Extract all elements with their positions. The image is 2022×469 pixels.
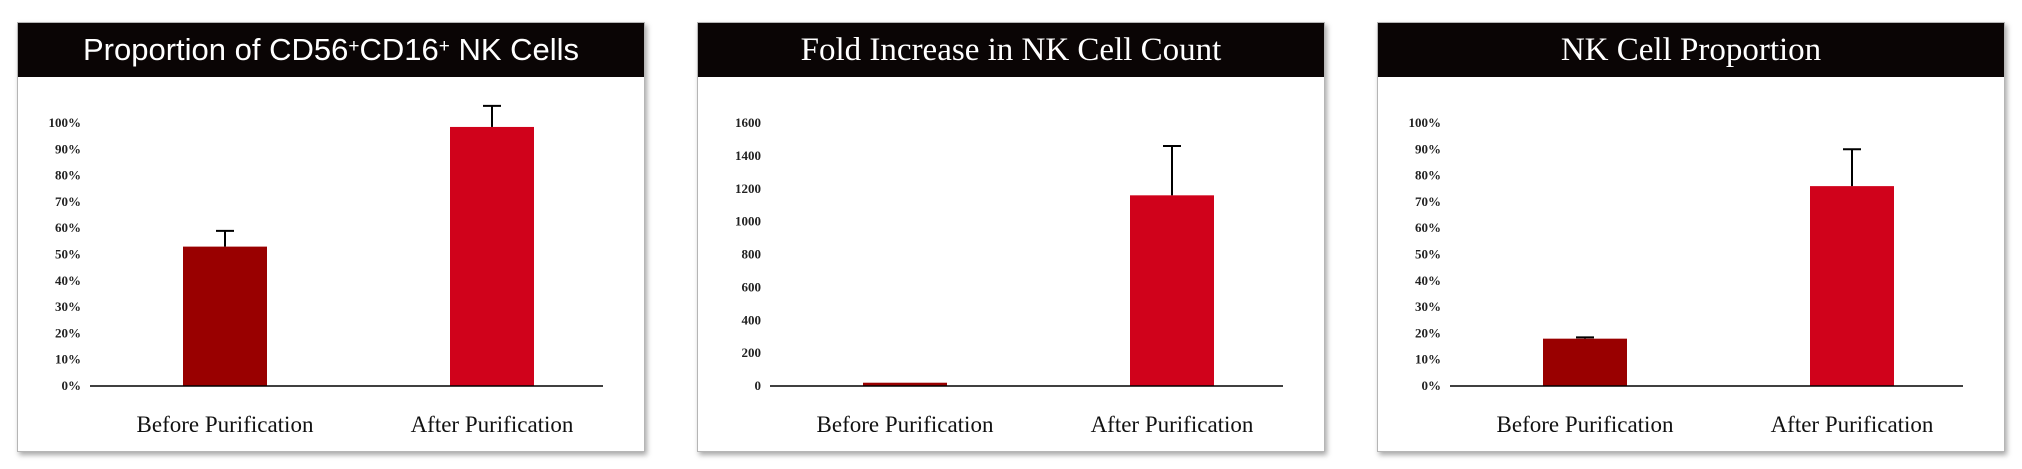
x-category-label: Before Purification bbox=[817, 412, 994, 437]
x-category-label: After Purification bbox=[411, 412, 574, 437]
y-tick-label: 50% bbox=[55, 247, 81, 262]
y-tick-label: 20% bbox=[1415, 325, 1441, 340]
y-tick-label: 1600 bbox=[735, 115, 761, 130]
y-tick-label: 0% bbox=[1422, 378, 1442, 393]
chart-panel-nk-proportion: NK Cell Proportion 0% 10% 20% 30% 40% 50% 60% 7… bbox=[1377, 22, 2005, 452]
y-tick-label: 30% bbox=[1415, 299, 1441, 314]
chart-title: Proportion of CD56 + CD16 + NK Cells bbox=[18, 23, 644, 77]
bar-chart-fold-increase: 0 200 400 600 800 1000 1200 1400 1600 Before Puri… bbox=[735, 115, 1283, 437]
title-prefix: Proportion of CD56 bbox=[82, 32, 349, 67]
y-tick-label: 20% bbox=[55, 325, 81, 340]
bar bbox=[450, 126, 534, 386]
y-tick-label: 80% bbox=[55, 168, 81, 183]
x-category-label: Before Purification bbox=[1497, 412, 1674, 437]
y-tick-label: 80% bbox=[1415, 168, 1441, 183]
title-suffix: NK Cells bbox=[449, 32, 580, 67]
y-tick-label: 800 bbox=[742, 247, 762, 262]
bar bbox=[1810, 186, 1894, 386]
y-tick-label: 90% bbox=[1415, 141, 1441, 156]
bar bbox=[863, 382, 947, 386]
y-tick-label: 40% bbox=[1415, 273, 1441, 288]
y-tick-label: 200 bbox=[742, 345, 762, 360]
y-tick-label: 1200 bbox=[735, 181, 761, 196]
y-tick-label: 40% bbox=[55, 273, 81, 288]
y-tick-label: 0% bbox=[62, 378, 82, 393]
bar bbox=[183, 246, 267, 386]
y-tick-label: 60% bbox=[1415, 220, 1441, 235]
y-tick-label: 90% bbox=[55, 141, 81, 156]
y-tick-label: 10% bbox=[1415, 352, 1441, 367]
y-tick-label: 70% bbox=[55, 194, 81, 209]
bar-chart-cd56-cd16: 0% 10% 20% 30% 40% 50% 60% 70% 80% 90% 100% Before … bbox=[49, 104, 603, 437]
y-tick-label: 30% bbox=[55, 299, 81, 314]
title-mid: CD16 bbox=[359, 32, 439, 67]
y-tick-label: 100% bbox=[1409, 115, 1442, 130]
x-category-label: Before Purification bbox=[137, 412, 314, 437]
y-tick-label: 50% bbox=[1415, 247, 1441, 262]
y-tick-label: 60% bbox=[55, 220, 81, 235]
x-category-label: After Purification bbox=[1091, 412, 1254, 437]
bar bbox=[1130, 195, 1214, 386]
x-category-label: After Purification bbox=[1771, 412, 1934, 437]
chart-title: NK Cell Proportion bbox=[1378, 23, 2004, 77]
bar-chart-nk-proportion: 0% 10% 20% 30% 40% 50% 60% 70% 80% 90% 100% Before … bbox=[1409, 115, 1963, 437]
bar bbox=[1543, 338, 1627, 386]
y-tick-label: 400 bbox=[742, 312, 762, 327]
y-tick-label: 1000 bbox=[735, 214, 761, 229]
y-tick-label: 0 bbox=[755, 378, 762, 393]
chart-panel-fold-increase: Fold Increase in NK Cell Count 0 200 400 60… bbox=[697, 22, 1325, 452]
chart-panel-cd56-cd16: Proportion of CD56 + CD16 + NK Cells 0% 10% 2… bbox=[17, 22, 645, 452]
chart-title: Fold Increase in NK Cell Count bbox=[698, 23, 1324, 77]
y-tick-label: 600 bbox=[742, 279, 762, 294]
y-tick-label: 100% bbox=[49, 115, 82, 130]
y-tick-label: 10% bbox=[55, 352, 81, 367]
y-tick-label: 70% bbox=[1415, 194, 1441, 209]
y-tick-label: 1400 bbox=[735, 148, 761, 163]
